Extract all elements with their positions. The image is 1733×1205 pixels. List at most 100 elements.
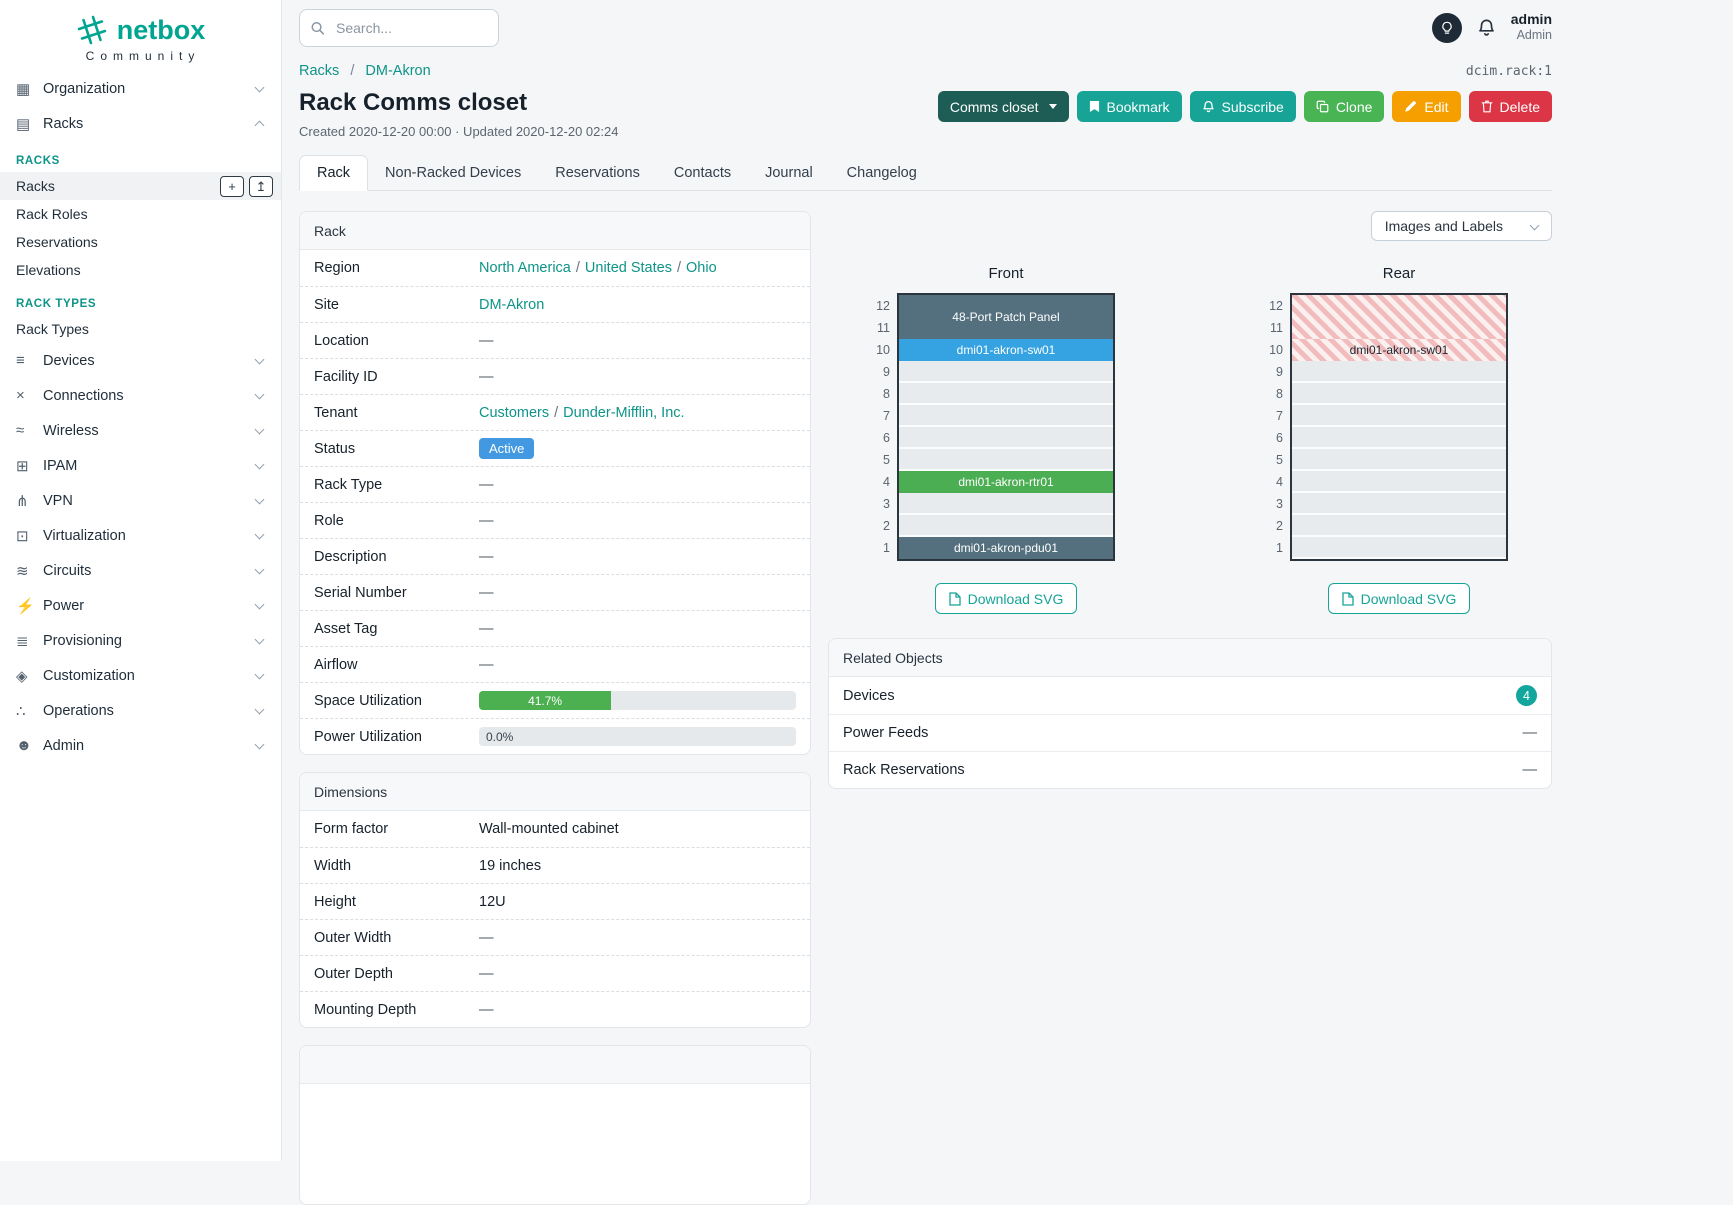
rack-slot[interactable] bbox=[899, 405, 1113, 427]
sidebar-subitem-rack-types[interactable]: Rack Types bbox=[0, 315, 281, 343]
chevron-down-icon bbox=[254, 669, 265, 679]
attr-label: Tenant bbox=[314, 404, 358, 421]
rack-slot[interactable] bbox=[1292, 383, 1506, 405]
sidebar-item-ipam[interactable]: ⊞ IPAM bbox=[0, 448, 281, 483]
devices-link[interactable]: Devices bbox=[843, 687, 895, 704]
sidebar-item-operations[interactable]: ∴ Operations bbox=[0, 693, 281, 728]
edit-label: Edit bbox=[1424, 98, 1449, 115]
related-objects-header: Related Objects bbox=[829, 639, 1551, 677]
notifications-button[interactable] bbox=[1477, 18, 1496, 37]
sidebar-item-connections[interactable]: × Connections bbox=[0, 378, 281, 413]
unit-number: 12 bbox=[876, 299, 890, 313]
theme-toggle-button[interactable] bbox=[1431, 12, 1462, 43]
tab-journal[interactable]: Journal bbox=[765, 165, 813, 181]
context-dropdown-button[interactable]: Comms closet bbox=[937, 91, 1069, 122]
unit-number: 1 bbox=[883, 541, 890, 555]
right-column: Images and Labels Front 12 11 10 9 8 7 6 5 4 3 2 1 … bbox=[828, 211, 1552, 789]
region-link-ohio[interactable]: Ohio bbox=[686, 260, 717, 276]
sidebar-item-circuits[interactable]: ≋ Circuits bbox=[0, 553, 281, 588]
rear-download-svg-button[interactable]: Download SVG bbox=[1327, 583, 1471, 614]
sidebar-subitem-elevations[interactable]: Elevations bbox=[0, 256, 281, 284]
rack-slot[interactable] bbox=[1292, 449, 1506, 471]
rack-slot[interactable] bbox=[899, 427, 1113, 449]
rack-slot[interactable] bbox=[899, 383, 1113, 405]
region-link-united-states[interactable]: United States bbox=[584, 260, 672, 276]
sidebar-item-power[interactable]: ⚡ Power bbox=[0, 588, 281, 623]
rear-elevation-body: 12 11 10 9 8 7 6 5 4 3 2 1 dmi01-akron-sw01 bbox=[1265, 293, 1508, 561]
chevron-down-icon bbox=[254, 494, 265, 504]
clone-button[interactable]: Clone bbox=[1303, 91, 1385, 122]
sidebar-subitem-racks[interactable]: Racks + ↥ bbox=[0, 172, 281, 200]
sidebar-item-customization[interactable]: ◈ Customization bbox=[0, 658, 281, 693]
sidebar-item-racks[interactable]: ▤ Racks bbox=[0, 106, 281, 141]
edit-button[interactable]: Edit bbox=[1392, 91, 1461, 122]
sidebar-item-provisioning[interactable]: ≣ Provisioning bbox=[0, 623, 281, 658]
tenant-link[interactable]: Dunder-Mifflin, Inc. bbox=[563, 404, 685, 421]
tenant-group-link[interactable]: Customers bbox=[479, 404, 550, 421]
sidebar-subitem-reservations[interactable]: Reservations bbox=[0, 228, 281, 256]
sidebar-item-organization[interactable]: ▦ Organization bbox=[0, 71, 281, 106]
unit-number: 4 bbox=[883, 475, 890, 489]
attr-row-form-factor: Form factor Wall-mounted cabinet bbox=[300, 811, 810, 847]
rack-slot[interactable] bbox=[1292, 493, 1506, 515]
rack-device-dmi01-akron-pdu01[interactable]: dmi01-akron-pdu01 bbox=[899, 537, 1113, 559]
empty-value: — bbox=[479, 620, 494, 637]
rack-device-dmi01-akron-sw01[interactable]: dmi01-akron-sw01 bbox=[1292, 339, 1506, 361]
import-racks-button[interactable]: ↥ bbox=[249, 175, 273, 197]
rack-slot[interactable] bbox=[1292, 427, 1506, 449]
user-menu[interactable]: admin Admin bbox=[1511, 11, 1552, 44]
unit-number: 7 bbox=[1276, 409, 1283, 423]
rack-slot[interactable] bbox=[1292, 537, 1506, 559]
power-feeds-link[interactable]: Power Feeds bbox=[843, 725, 929, 741]
sidebar-item-admin[interactable]: ☻ Admin bbox=[0, 728, 281, 763]
rack-reservations-value: — bbox=[1522, 762, 1538, 778]
attr-row-facility-id: Facility ID — bbox=[300, 358, 810, 394]
page-title: Rack Comms closet bbox=[299, 89, 528, 116]
rack-device-dmi01-akron-rtr01[interactable]: dmi01-akron-rtr01 bbox=[899, 471, 1113, 493]
rack-slot[interactable] bbox=[899, 449, 1113, 471]
elevation-view-selector[interactable]: Images and Labels bbox=[1370, 211, 1552, 241]
tab-contacts[interactable]: Contacts bbox=[673, 165, 732, 181]
rack-reservations-link[interactable]: Rack Reservations bbox=[843, 762, 965, 778]
tab-reservations[interactable]: Reservations bbox=[555, 165, 640, 181]
subscribe-button[interactable]: Subscribe bbox=[1189, 91, 1296, 122]
site-link[interactable]: DM-Akron bbox=[479, 296, 545, 313]
rack-device-48-Port Patch Panel[interactable]: 48-Port Patch Panel bbox=[899, 295, 1113, 339]
delete-button[interactable]: Delete bbox=[1468, 91, 1552, 122]
attr-value: 19 inches bbox=[479, 858, 796, 874]
bookmark-button[interactable]: Bookmark bbox=[1076, 91, 1182, 122]
add-rack-button[interactable]: + bbox=[220, 175, 244, 197]
sidebar-subitem-rack-roles[interactable]: Rack Roles bbox=[0, 200, 281, 228]
topbar: admin Admin bbox=[299, 0, 1552, 55]
breadcrumb-site-link[interactable]: DM-Akron bbox=[365, 63, 431, 79]
sidebar-item-wireless[interactable]: ≈ Wireless bbox=[0, 413, 281, 448]
rack-slot[interactable] bbox=[899, 515, 1113, 537]
breadcrumb-racks-link[interactable]: Racks bbox=[299, 63, 340, 79]
rack-slot[interactable] bbox=[1292, 515, 1506, 537]
tab-changelog[interactable]: Changelog bbox=[846, 165, 917, 181]
sidebar-item-virtualization[interactable]: ⊡ Virtualization bbox=[0, 518, 281, 553]
separator: / bbox=[575, 260, 580, 276]
rack-slot[interactable] bbox=[1292, 471, 1506, 493]
sidebar-item-vpn[interactable]: ⋔ VPN bbox=[0, 483, 281, 518]
trash-icon bbox=[1481, 100, 1492, 113]
empty-value: — bbox=[479, 548, 494, 565]
rack-slot[interactable] bbox=[1292, 405, 1506, 427]
rack-slot[interactable] bbox=[899, 361, 1113, 383]
sidebar-item-devices[interactable]: ≡ Devices bbox=[0, 343, 281, 378]
search-input[interactable] bbox=[299, 8, 499, 47]
netbox-logo[interactable]: netbox Community bbox=[0, 14, 281, 63]
rack-slot[interactable] bbox=[1292, 361, 1506, 383]
rack-device-dmi01-akron-sw01[interactable]: dmi01-akron-sw01 bbox=[899, 339, 1113, 361]
sidebar-item-label: Customization bbox=[43, 667, 135, 684]
attr-value: — bbox=[479, 657, 796, 673]
rack-slot[interactable] bbox=[899, 493, 1113, 515]
related-row-power-feeds: Power Feeds — bbox=[829, 714, 1551, 751]
attr-value: — bbox=[479, 333, 796, 349]
region-link-north-america[interactable]: North America bbox=[479, 260, 571, 276]
tab-rack[interactable]: Rack bbox=[299, 155, 369, 191]
height-value: 12U bbox=[479, 893, 506, 910]
tab-non-racked-devices[interactable]: Non-Racked Devices bbox=[385, 165, 522, 181]
rear-download-row: Download SVG bbox=[1327, 583, 1471, 614]
front-download-svg-button[interactable]: Download SVG bbox=[934, 583, 1078, 614]
